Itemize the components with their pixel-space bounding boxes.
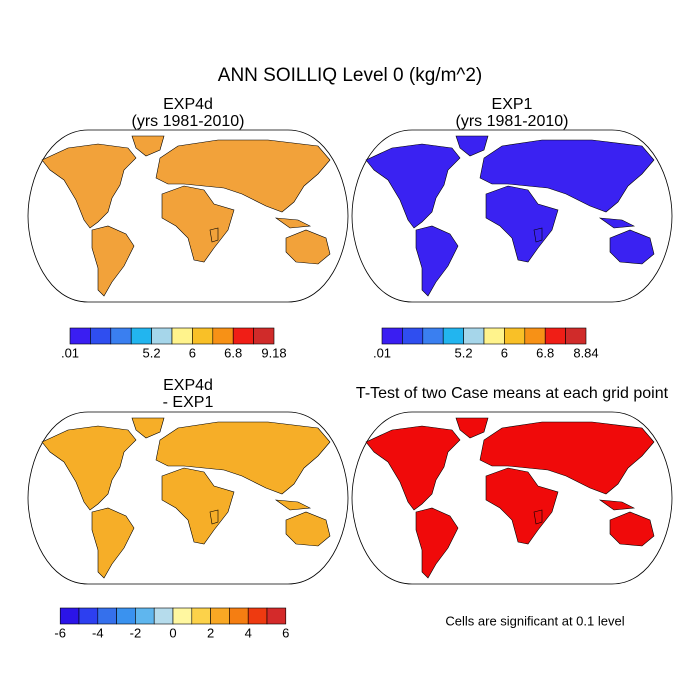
colorbar-box <box>524 327 546 345</box>
colorbar-label: 6.8 <box>224 345 242 360</box>
footnote: Cells are significant at 0.1 level <box>445 613 624 628</box>
colorbar-box <box>135 607 155 625</box>
colorbar-label: 5.2 <box>455 345 473 360</box>
colorbar-box <box>151 327 173 345</box>
colorbar-box <box>266 607 287 625</box>
colorbar-label: 4 <box>245 625 252 640</box>
colorbar-box <box>59 607 80 625</box>
colorbar-box <box>172 607 193 625</box>
colorbar-box <box>153 607 174 625</box>
map-panel: T-Test of two Case means at each grid po… <box>351 385 673 585</box>
map <box>351 129 673 303</box>
colorbar-box <box>110 327 132 345</box>
colorbar-label: .01 <box>61 345 79 360</box>
colorbar: .01 5.2 6 6.8 9.18 <box>61 327 287 360</box>
colorbar-label: -4 <box>92 625 104 640</box>
colorbar-box <box>422 327 444 345</box>
colorbar-box <box>78 607 99 625</box>
colorbar-box <box>483 327 505 345</box>
panel-title: (yrs 1981-2010) <box>132 113 245 130</box>
panel-title: T-Test of two Case means at each grid po… <box>356 385 669 402</box>
colorbar-box <box>212 327 234 345</box>
figure-title: ANN SOILLIQ Level 0 (kg/m^2) <box>218 65 482 86</box>
colorbar-label: 0 <box>169 625 176 640</box>
colorbar-label: 6.8 <box>536 345 554 360</box>
map <box>27 411 349 585</box>
colorbar-box <box>381 327 403 345</box>
colorbar-label: 9.18 <box>261 345 286 360</box>
panel-title: EXP4d <box>163 377 213 394</box>
colorbar-label: 5.2 <box>143 345 161 360</box>
map-panel: EXP1(yrs 1981-2010) .01 5.2 6 6.8 8.84 <box>351 96 673 360</box>
colorbar-label: 2 <box>207 625 214 640</box>
map <box>27 129 349 303</box>
colorbar-label: 6 <box>282 625 289 640</box>
colorbar-box <box>69 327 91 345</box>
colorbar-box <box>90 327 112 345</box>
colorbar-box <box>247 607 268 625</box>
colorbar-box <box>253 327 275 345</box>
colorbar-box <box>130 327 152 345</box>
panel-title: EXP1 <box>492 96 533 113</box>
panel-title: (yrs 1981-2010) <box>456 113 569 130</box>
colorbar-label: .01 <box>373 345 391 360</box>
colorbar-label: 8.84 <box>573 345 598 360</box>
colorbar-box <box>463 327 485 345</box>
map <box>351 411 673 585</box>
colorbar-label: 6 <box>189 345 196 360</box>
colorbar-box <box>97 607 117 625</box>
map-panel: EXP4d- EXP1 -6 -4 -2 0 2 4 6 <box>27 377 349 640</box>
colorbar: .01 5.2 6 6.8 8.84 <box>373 327 599 360</box>
colorbar-box <box>229 607 249 625</box>
colorbar-label: 6 <box>501 345 508 360</box>
panels: EXP4d(yrs 1981-2010).01 5.2 6 6.8 9.18EXP1(y… <box>27 96 673 640</box>
colorbar-box <box>171 327 193 345</box>
colorbar-box <box>544 327 566 345</box>
colorbar-box <box>210 607 230 625</box>
colorbar-box <box>116 607 136 625</box>
colorbar: -6 -4 -2 0 2 4 6 <box>54 607 289 640</box>
colorbar-box <box>442 327 464 345</box>
colorbar-box <box>191 607 211 625</box>
colorbar-box <box>402 327 424 345</box>
colorbar-box <box>232 327 254 345</box>
colorbar-box <box>504 327 526 345</box>
colorbar-label: -6 <box>54 625 66 640</box>
panel-title: EXP4d <box>163 96 213 113</box>
map-panel: EXP4d(yrs 1981-2010) .01 5.2 6 6.8 9.18 <box>27 96 349 360</box>
colorbar-box <box>565 327 587 345</box>
panel-title: - EXP1 <box>163 394 214 411</box>
colorbar-label: -2 <box>130 625 142 640</box>
colorbar-box <box>192 327 214 345</box>
